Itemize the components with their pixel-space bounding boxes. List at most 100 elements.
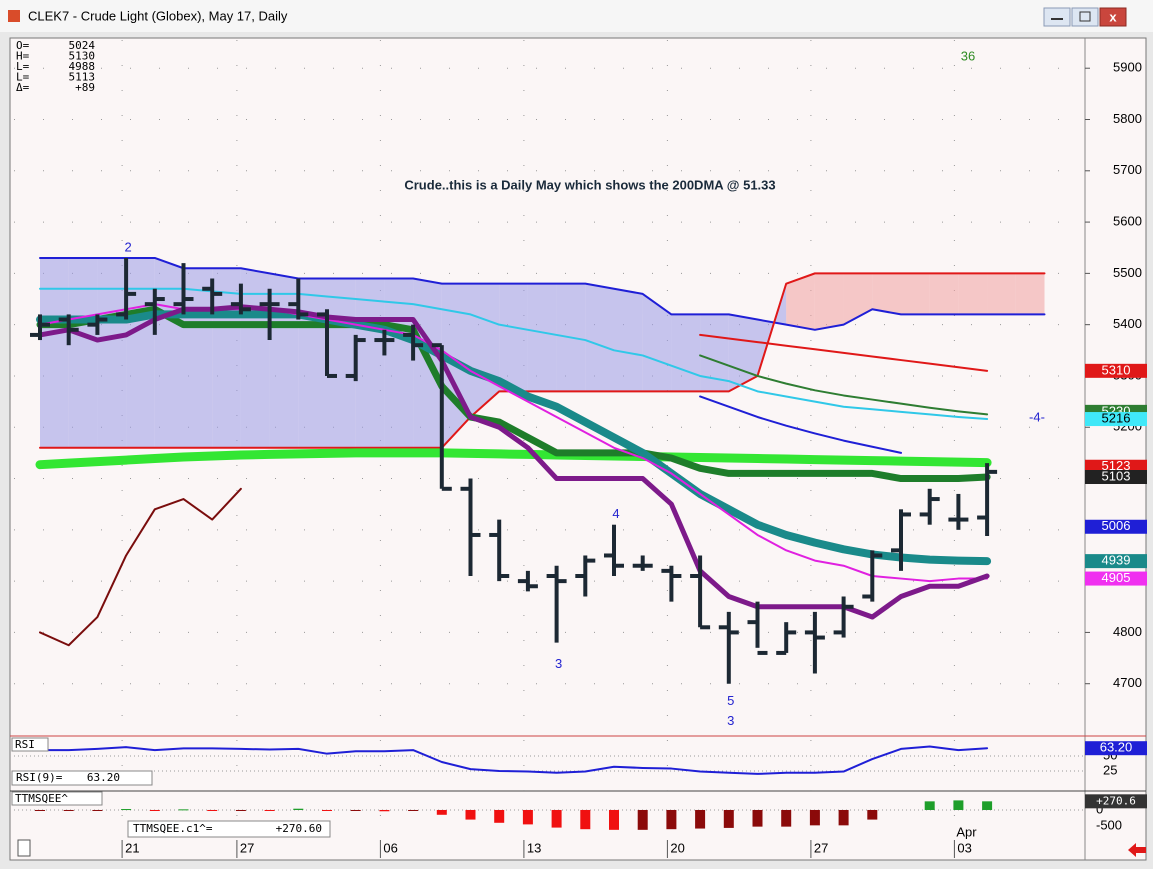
checkbox[interactable] xyxy=(17,839,31,857)
price-tag xyxy=(1085,519,1147,534)
cloud-fill xyxy=(585,283,614,392)
cloud-fill xyxy=(269,273,299,448)
wave-label: 3 xyxy=(555,656,562,671)
x-tick-label: 03 xyxy=(957,840,971,855)
ttm-bar xyxy=(580,809,591,830)
cloud-fill xyxy=(154,257,184,448)
cloud-fill xyxy=(958,273,988,315)
ttm-bar xyxy=(494,809,505,823)
ttm-bar xyxy=(465,809,476,820)
ttm-bar xyxy=(149,809,160,811)
price-tag xyxy=(1085,363,1147,378)
cloud-fill xyxy=(814,273,844,330)
ttm-name: TTMSQEE^ xyxy=(15,792,68,805)
ttm-bar xyxy=(121,809,132,811)
cloud-fill xyxy=(327,278,356,448)
price-tag-label: 5310 xyxy=(1102,362,1131,377)
scroll-arrow[interactable] xyxy=(1128,843,1146,857)
ttm-tick-label: -500 xyxy=(1096,817,1122,832)
bar-count: 36 xyxy=(961,48,975,63)
ttm-tick-label: 0 xyxy=(1096,801,1103,816)
cloud-fill xyxy=(929,273,959,315)
price-tag xyxy=(1085,412,1147,427)
x-tick-label: 13 xyxy=(527,840,541,855)
chart-layer: 4700480049005000510052005300540055005600… xyxy=(11,39,1147,858)
price-tag-label: 5006 xyxy=(1102,518,1131,533)
cloud-fill xyxy=(499,283,528,392)
chart-title: Crude..this is a Daily May which shows t… xyxy=(404,177,775,192)
ttm-bar xyxy=(264,809,275,811)
maximize-button[interactable] xyxy=(1071,7,1099,27)
x-tick-label: 27 xyxy=(240,840,254,855)
indicator-line xyxy=(37,304,990,620)
cloud-fill xyxy=(355,278,385,448)
cloud-fill xyxy=(872,273,901,315)
ttm-bar xyxy=(35,809,45,811)
minimize-button[interactable] xyxy=(1043,7,1071,27)
x-tick-label: 21 xyxy=(125,840,139,855)
y-tick-label: 5800 xyxy=(1113,111,1142,126)
cloud-fill xyxy=(527,283,557,392)
ttm-bar xyxy=(982,801,993,810)
title-bar xyxy=(0,0,1153,32)
readout-value: 5024 xyxy=(69,39,96,52)
cloud-fill xyxy=(843,273,873,325)
ttm-bar xyxy=(809,809,820,826)
ttm-bar xyxy=(350,809,361,811)
price-tag-label: 5103 xyxy=(1102,468,1131,483)
ttm-bar xyxy=(609,809,619,830)
x-tick-label: 20 xyxy=(670,840,684,855)
ttm-bar xyxy=(63,809,74,811)
close-button[interactable] xyxy=(1099,7,1127,27)
ttm-bar xyxy=(379,809,390,812)
ttm-bar xyxy=(408,809,419,811)
y-tick-label: 5400 xyxy=(1113,316,1142,331)
wave-label: 2 xyxy=(124,239,131,254)
ttm-tag-label: +270.6 xyxy=(1096,794,1136,807)
readout-label: H= xyxy=(16,50,30,63)
rsi-tag xyxy=(1085,741,1147,756)
y-tick-label: 5500 xyxy=(1113,265,1142,280)
price-tag xyxy=(1085,470,1147,485)
cloud-fill xyxy=(183,268,213,448)
indicator-line xyxy=(699,354,989,416)
wave-label: 5 xyxy=(727,693,734,708)
rsi-name-box xyxy=(11,737,49,752)
y-tick-label: 4700 xyxy=(1113,675,1142,690)
cloud-fill xyxy=(126,257,155,448)
ttm-bar xyxy=(723,809,734,828)
ttm-bar xyxy=(92,809,103,811)
ttm-bar xyxy=(207,809,218,811)
app-icon xyxy=(8,10,20,22)
indicator-line xyxy=(39,487,242,647)
ttm-bar xyxy=(637,809,648,830)
ttm-bar xyxy=(666,809,677,830)
ttm-bar xyxy=(551,809,562,828)
rsi-readout-value: 63.20 xyxy=(87,771,120,784)
indicator-line xyxy=(699,333,989,372)
ttm-readout-value: +270.60 xyxy=(276,822,322,835)
price-tag xyxy=(1085,554,1147,569)
cloud-fill xyxy=(901,273,930,315)
readout-label: O= xyxy=(16,39,30,52)
y-tick-label: 5700 xyxy=(1113,162,1142,177)
ttm-bar xyxy=(178,809,189,811)
indicator-line xyxy=(36,310,992,566)
cloud-fill xyxy=(614,288,643,392)
price-tag xyxy=(1085,571,1147,586)
cloud-fill xyxy=(786,273,815,330)
cloud-fill xyxy=(298,278,327,448)
ttm-name-box xyxy=(11,791,103,806)
chart-area xyxy=(9,37,1147,861)
readout-value: 5130 xyxy=(69,50,96,63)
indicator-line xyxy=(39,287,989,421)
cloud-line xyxy=(39,272,1046,449)
cloud-fill xyxy=(240,268,270,448)
ttm-bar xyxy=(924,801,935,810)
price-tag-label: 5216 xyxy=(1102,410,1131,425)
cloud-fill xyxy=(642,293,672,392)
rsi-line xyxy=(39,745,989,775)
cloud-fill xyxy=(671,314,701,392)
ttm-bar xyxy=(436,809,447,815)
cloud-fill xyxy=(987,273,1016,315)
